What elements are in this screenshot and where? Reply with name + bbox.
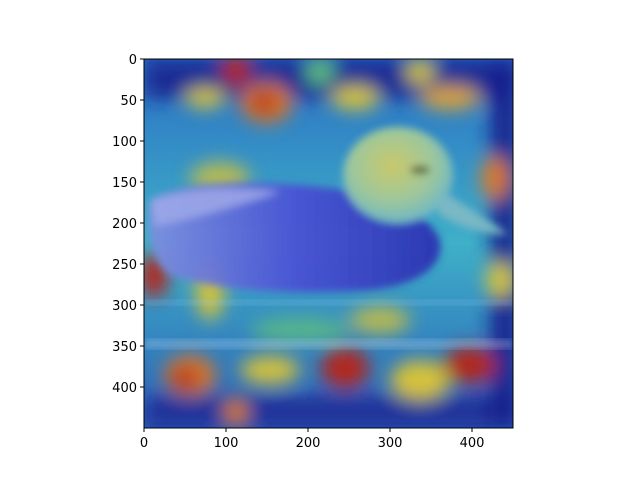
x-tick-label: 300 xyxy=(378,436,403,451)
y-tick-label: 300 xyxy=(112,299,137,314)
x-axis: 0 100 200 300 400 xyxy=(140,428,485,451)
y-tick-label: 100 xyxy=(112,135,137,150)
y-axis: 0 50 100 150 200 250 300 350 400 xyxy=(112,53,144,396)
y-tick-label: 50 xyxy=(120,94,137,109)
y-tick-label: 0 xyxy=(129,53,137,68)
duck xyxy=(148,127,508,293)
y-tick-label: 350 xyxy=(112,340,137,355)
x-tick-label: 0 xyxy=(140,436,148,451)
axes-frame xyxy=(143,58,514,429)
x-tick-label: 100 xyxy=(214,436,239,451)
x-tick-label: 200 xyxy=(296,436,321,451)
heatmap-image xyxy=(144,59,513,428)
y-tick-label: 150 xyxy=(112,176,137,191)
y-tick-label: 400 xyxy=(112,381,137,396)
y-tick-label: 200 xyxy=(112,217,137,232)
heatmap-overlay xyxy=(144,59,513,428)
x-tick-label: 400 xyxy=(460,436,485,451)
y-tick-label: 250 xyxy=(112,258,137,273)
